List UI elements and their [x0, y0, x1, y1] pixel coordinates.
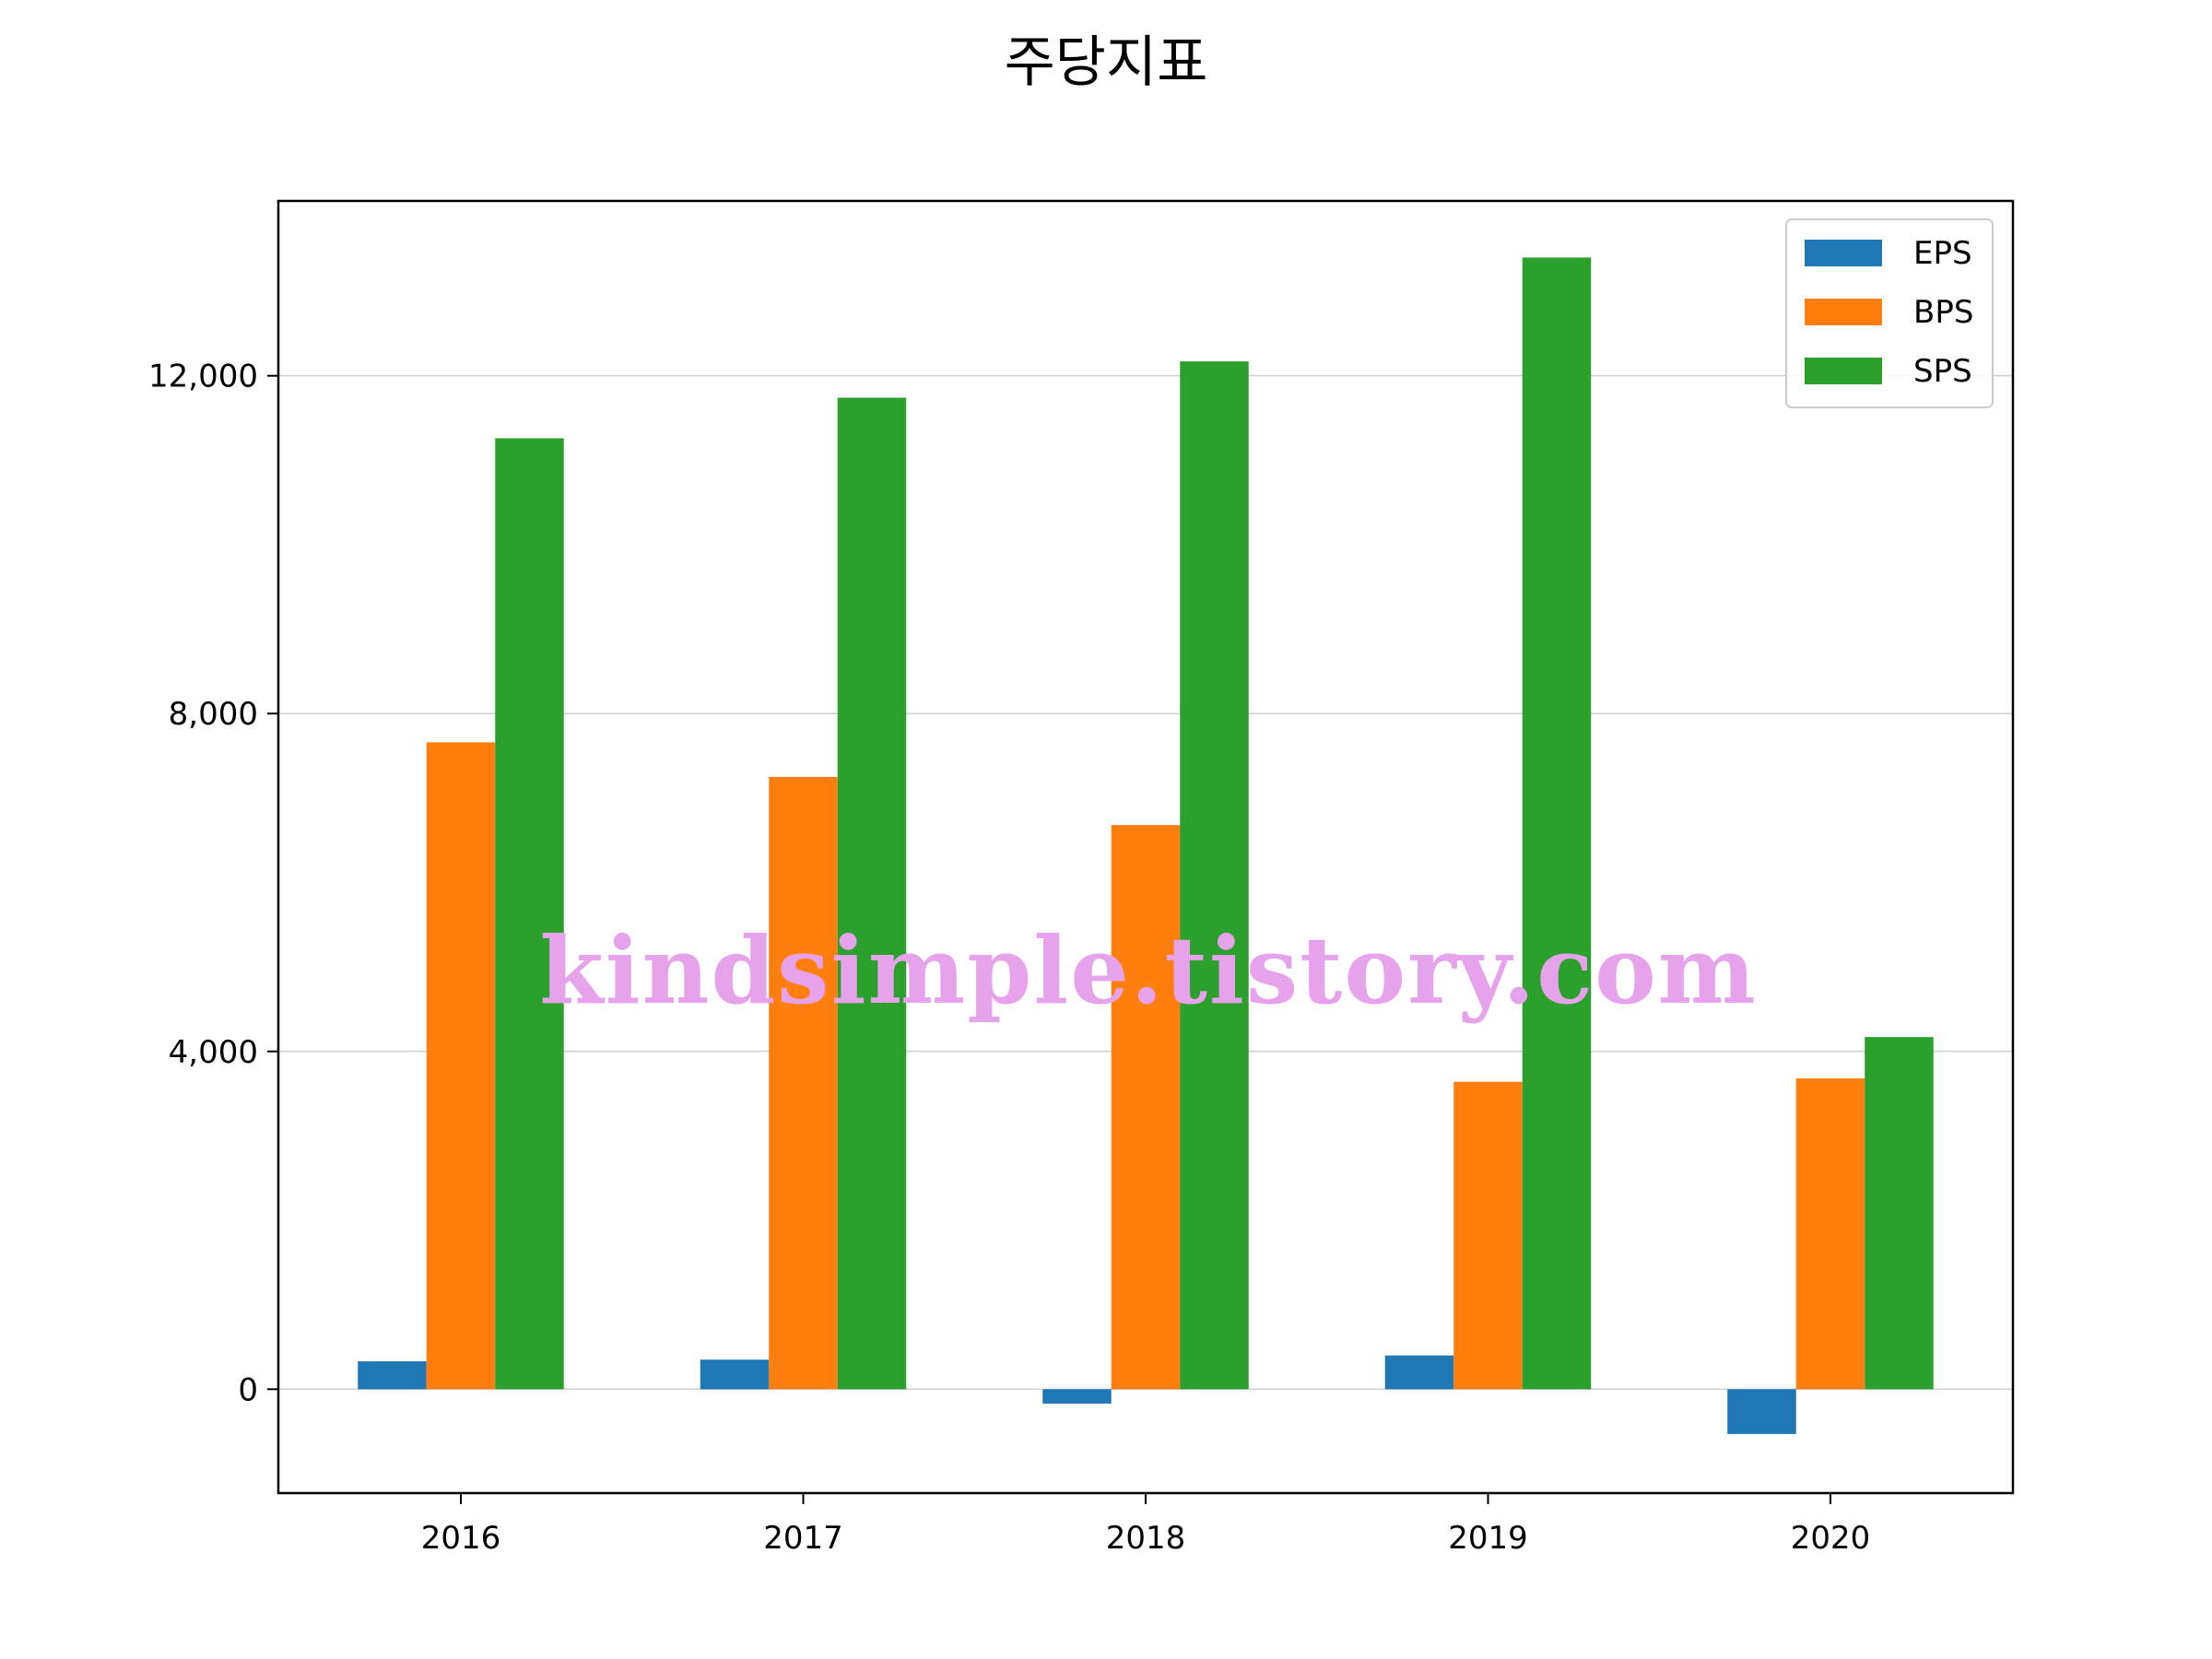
legend-label-bps: BPS	[1913, 294, 1973, 331]
bar-bps-2019	[1453, 1081, 1523, 1390]
x-tick-label: 2017	[763, 1520, 843, 1557]
bar-bps-2020	[1795, 1078, 1865, 1390]
bar-bps-2018	[1111, 825, 1181, 1390]
y-tick-label: 8,000	[169, 696, 258, 733]
y-tick-label: 0	[238, 1371, 258, 1408]
bar-sps-2019	[1522, 257, 1592, 1390]
legend: EPS BPS SPS	[1785, 218, 1994, 408]
x-tick-label: 2016	[421, 1520, 501, 1557]
bar-sps-2020	[1865, 1037, 1934, 1390]
bar-eps-2020	[1727, 1389, 1796, 1434]
legend-label-sps: SPS	[1913, 353, 1972, 390]
bar-bps-2017	[769, 776, 838, 1390]
watermark: kindsimple.tistory.com	[539, 916, 1757, 1025]
chart-title: 주당지표	[1005, 30, 1208, 95]
y-tick-label: 4,000	[169, 1034, 258, 1071]
y-tick-label: 12,000	[148, 359, 258, 395]
legend-label-eps: EPS	[1913, 235, 1972, 272]
bar-eps-2017	[700, 1359, 770, 1390]
y-axis: 0 4,000 8,000 12,000	[148, 359, 278, 1408]
plot-bars	[358, 257, 1934, 1434]
bar-sps-2016	[495, 438, 564, 1390]
legend-swatch-eps	[1805, 240, 1882, 266]
bar-sps-2017	[837, 397, 907, 1390]
bar-eps-2016	[358, 1361, 427, 1390]
bar-eps-2019	[1384, 1355, 1454, 1390]
bar-bps-2016	[426, 742, 496, 1390]
x-tick-label: 2018	[1106, 1520, 1186, 1557]
legend-swatch-bps	[1805, 299, 1882, 325]
x-axis: 2016 2017 2018 2019 2020	[421, 1493, 1871, 1557]
bar-sps-2018	[1180, 361, 1249, 1390]
legend-swatch-sps	[1805, 358, 1882, 384]
bar-eps-2018	[1042, 1389, 1112, 1404]
x-tick-label: 2020	[1791, 1520, 1871, 1557]
x-tick-label: 2019	[1448, 1520, 1528, 1557]
